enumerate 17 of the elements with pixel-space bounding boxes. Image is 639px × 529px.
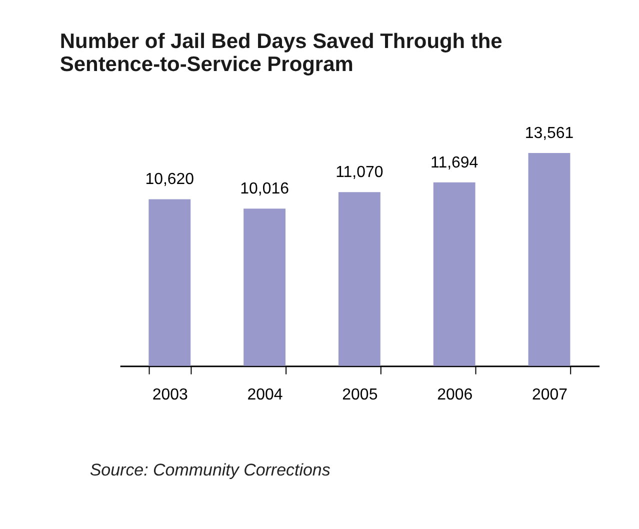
x-tick-label: 2006 bbox=[437, 386, 473, 404]
bar bbox=[148, 199, 191, 366]
data-label: 11,694 bbox=[430, 154, 478, 172]
chart-title: Number of Jail Bed Days Saved Through the Sentence-to-Service Program bbox=[60, 30, 502, 76]
bar bbox=[433, 182, 476, 366]
data-label: 10,016 bbox=[240, 180, 290, 198]
bar bbox=[244, 208, 286, 366]
source-note: Source: Community Corrections bbox=[90, 460, 331, 480]
x-tick-label: 2007 bbox=[532, 386, 568, 404]
bar bbox=[338, 192, 380, 366]
x-tick-label: 2005 bbox=[342, 386, 378, 404]
bar bbox=[528, 153, 570, 366]
x-tick-label: 2003 bbox=[152, 386, 188, 404]
x-tick-label: 2004 bbox=[247, 386, 283, 404]
data-label: 11,070 bbox=[336, 164, 384, 182]
data-label: 10,620 bbox=[145, 171, 194, 188]
data-label: 13,561 bbox=[524, 125, 574, 142]
